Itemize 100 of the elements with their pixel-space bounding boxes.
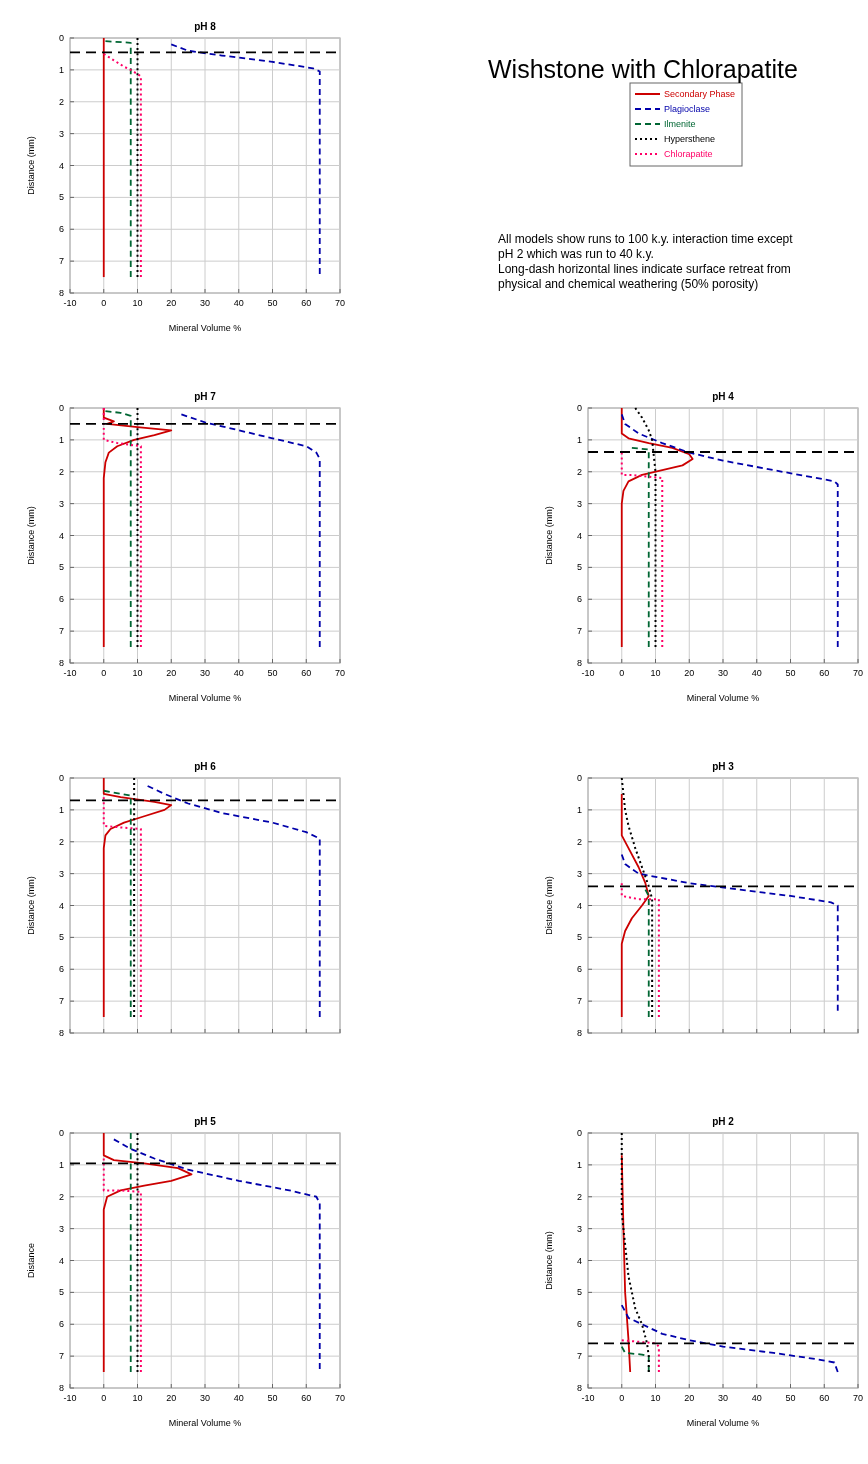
x-tick-label: 60 [301,668,312,678]
line-series [620,1345,650,1373]
y-tick-label: 5 [576,932,582,943]
y-tick-label: 7 [576,1351,582,1362]
x-tick-label: 0 [619,668,625,678]
x-tick-label: 50 [267,1393,278,1403]
x-tick-label: 20 [166,668,177,678]
y-tick-label: 3 [576,1223,582,1234]
line-series [620,1304,839,1373]
x-tick-label: 40 [233,298,244,308]
chart-title: pH 3 [712,761,735,772]
y-tick-label: 2 [576,466,582,477]
x-tick-label: 70 [852,1393,864,1403]
y-tick-label: 7 [58,626,64,637]
x-tick-label: 10 [132,668,143,678]
y-tick-label: 4 [576,900,582,911]
y-tick-label: 4 [58,530,64,541]
y-tick-label: 5 [58,192,64,203]
y-tick-label: 5 [58,932,64,943]
y-tick-label: 6 [58,594,64,605]
y-tick-label: 0 [576,773,582,783]
y-tick-label: 5 [58,1287,64,1298]
x-tick-label: -10 [63,298,77,308]
x-tick-label: -10 [581,1393,595,1403]
y-tick-label: 7 [576,996,582,1007]
x-tick-label: 0 [619,1393,625,1403]
y-tick-label: 0 [58,773,64,783]
x-tick-label: 40 [233,1393,244,1403]
x-tick-label: 20 [166,298,177,308]
y-tick-label: 7 [58,1351,64,1362]
y-tick-label: 3 [576,498,582,509]
x-axis-title: Mineral Volume % [168,1418,242,1428]
y-tick-label: 2 [58,466,64,477]
y-tick-label: 2 [58,836,64,847]
y-tick-label: 4 [576,530,582,541]
chart-title: pH 8 [194,21,217,32]
y-tick-label: 8 [58,658,64,668]
x-tick-label: -10 [63,1393,77,1403]
y-tick-label: 8 [576,658,582,668]
y-axis-title: Distance (mm) [544,1231,554,1290]
y-tick-label: 0 [58,403,64,413]
line-series [620,882,660,1019]
chart-title: pH 6 [194,761,217,772]
y-tick-label: 8 [58,1383,64,1393]
y-axis-title: Distance (mm) [26,506,36,565]
y-tick-label: 3 [58,868,64,879]
y-tick-label: 3 [58,128,64,139]
x-axis-title: Mineral Volume % [168,693,242,703]
x-tick-label: 60 [819,1393,830,1403]
y-tick-label: 0 [58,1128,64,1138]
y-tick-label: 5 [576,562,582,573]
chart-title: pH 2 [712,1116,735,1127]
x-tick-label: 30 [199,668,211,678]
x-axis-title: Mineral Volume % [686,693,760,703]
x-tick-label: 60 [819,668,830,678]
y-tick-label: 8 [576,1028,582,1038]
legend-label: Secondary Phase [664,89,736,99]
chart-title: pH 5 [194,1116,217,1127]
x-tick-label: 10 [650,1393,661,1403]
x-tick-label: 50 [267,298,278,308]
chart-title: pH 7 [194,391,217,402]
x-tick-label: 50 [785,1393,796,1403]
x-tick-label: 20 [166,1393,177,1403]
x-tick-label: 50 [785,668,796,678]
y-tick-label: 2 [58,1191,64,1202]
y-tick-label: 0 [576,403,582,413]
y-tick-label: 7 [58,256,64,267]
text: All models show runs to 100 k.y. interaction time except pH 2 which was run to 40 k.y. [498,232,794,261]
x-tick-label: 40 [751,668,762,678]
text: Long-dash horizontal lines indicate surface retreat from physical and chemical weathering (50% porosity) [498,262,791,291]
line-series [102,796,142,1019]
line-series [620,451,664,649]
line-series [104,410,132,648]
x-tick-label: 70 [852,668,864,678]
x-tick-label: 30 [717,1393,729,1403]
y-tick-label: 1 [576,1159,582,1170]
line-series [620,793,650,1018]
x-tick-label: 0 [101,298,107,308]
line-series [102,1132,193,1373]
x-tick-label: 30 [717,668,729,678]
y-tick-label: 3 [58,498,64,509]
legend-label: Plagioclase [664,104,711,114]
line-series [102,1157,142,1374]
legend-label: Ilmenite [664,119,696,129]
line-series [620,1339,660,1374]
y-tick-label: 6 [576,1319,582,1330]
line-series [620,407,694,648]
x-axis-title: Mineral Volume % [686,1418,760,1428]
line-series [170,43,321,275]
y-tick-label: 8 [58,1028,64,1038]
x-tick-label: 70 [334,1393,346,1403]
line-series [102,52,142,279]
y-tick-label: 1 [576,804,582,815]
y-tick-label: 6 [58,1319,64,1330]
x-tick-label: 50 [267,668,278,678]
x-tick-label: 20 [684,1393,695,1403]
line-series [102,407,173,648]
x-tick-label: 40 [751,1393,762,1403]
x-tick-label: 0 [101,668,107,678]
y-tick-label: 4 [576,1255,582,1266]
